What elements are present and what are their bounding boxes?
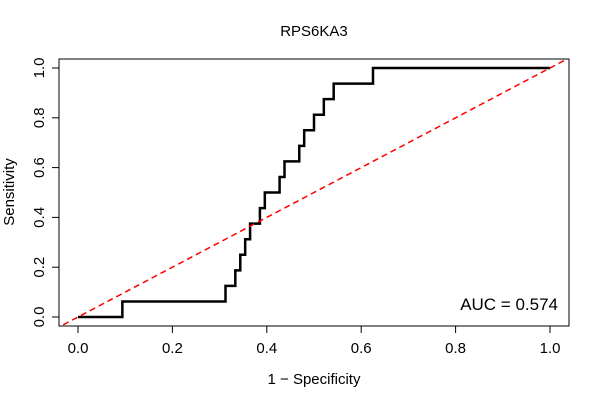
x-axis-label: 1 − Specificity [268, 371, 361, 388]
x-tick-label: 0.0 [68, 340, 89, 357]
y-tick-label: 0.2 [31, 257, 48, 278]
x-tick-label: 1.0 [540, 340, 561, 357]
plot-frame [58, 58, 570, 327]
y-tick-label: 0.6 [31, 157, 48, 178]
series-layer [59, 59, 569, 326]
chart-title: RPS6KA3 [280, 23, 348, 40]
roc-curve-line [78, 66, 550, 319]
y-tick-label: 0.4 [31, 207, 48, 228]
x-tick-label: 0.2 [162, 340, 183, 357]
x-tick-label: 0.4 [256, 340, 277, 357]
y-axis: 0.0 0.2 0.4 0.6 0.8 1.0 [31, 58, 59, 328]
x-axis: 0.0 0.2 0.4 0.6 0.8 1.0 [68, 326, 561, 357]
y-tick-label: 1.0 [31, 58, 48, 79]
y-tick-label: 0.8 [31, 107, 48, 128]
x-tick-label: 0.6 [351, 340, 372, 357]
auc-annotation: AUC = 0.574 [460, 295, 558, 314]
x-tick-label: 0.8 [445, 340, 466, 357]
reference-diagonal-line [59, 59, 569, 326]
y-tick-label: 0.0 [31, 307, 48, 328]
y-axis-label: Sensitivity [1, 158, 18, 226]
